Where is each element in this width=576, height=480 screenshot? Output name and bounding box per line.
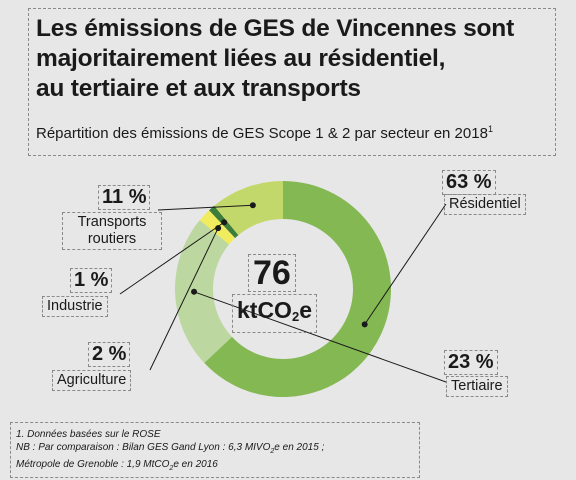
leader-line-tertiaire	[193, 291, 447, 383]
residentiel-label: Résidentiel	[444, 194, 526, 215]
leader-dot-agriculture	[215, 225, 222, 232]
industrie-label: Industrie	[42, 296, 108, 317]
leader-line-residentiel	[364, 203, 447, 325]
agriculture-pct-label: 2 %	[88, 342, 131, 367]
notes-frame	[10, 422, 420, 478]
leader-line-industrie	[119, 221, 225, 295]
footnote-1: 1. Données basées sur le ROSE	[16, 429, 161, 440]
residentiel-pct-label: 63 %	[442, 170, 496, 195]
slice-residentiel	[204, 181, 392, 397]
footnote-mark: 1	[487, 124, 493, 134]
title-frame	[28, 8, 556, 156]
leader-line-transports	[157, 204, 253, 211]
transports-label: Transports routiers	[62, 212, 162, 250]
tertiaire-pct-label: 23 %	[444, 350, 498, 375]
agriculture-label: Agriculture	[52, 370, 132, 391]
tertiaire-label: Tertiaire	[446, 376, 508, 397]
page-title: Les émissions de GES de Vincennes sont m…	[36, 14, 556, 104]
chart-subtitle: Répartition des émissions de GES Scope 1…	[36, 124, 556, 142]
slice-transports	[214, 181, 283, 236]
footnote-comparison: NB : Par comparaison : Bilan GES Gand Ly…	[16, 442, 325, 455]
title-line-1: Les émissions de GES de Vincennes sont	[36, 15, 515, 42]
center-total-value: 76	[248, 254, 296, 292]
slice-tertiaire	[175, 220, 232, 363]
industrie-pct-label: 1 %	[70, 268, 113, 293]
subtitle-text: Répartition des émissions de GES Scope 1…	[36, 125, 488, 142]
transports-pct-label: 11 %	[98, 185, 151, 210]
leader-line-agriculture	[149, 227, 219, 371]
footnotes: 1. Données basées sur le ROSE NB : Par c…	[16, 428, 324, 475]
footnote-grenoble: Métropole de Grenoble : 1,9 MtCO2e en 20…	[16, 459, 218, 472]
leader-dot-tertiaire	[191, 288, 198, 295]
leader-dot-industrie	[221, 219, 228, 226]
leader-dot-transports	[249, 202, 256, 209]
leader-dot-residentiel	[361, 321, 368, 328]
title-line-3: au tertiaire et aux transports	[36, 75, 361, 102]
title-line-2: majoritairement liées au résidentiel,	[36, 45, 446, 72]
center-total-unit: ktCO2e	[232, 294, 317, 333]
